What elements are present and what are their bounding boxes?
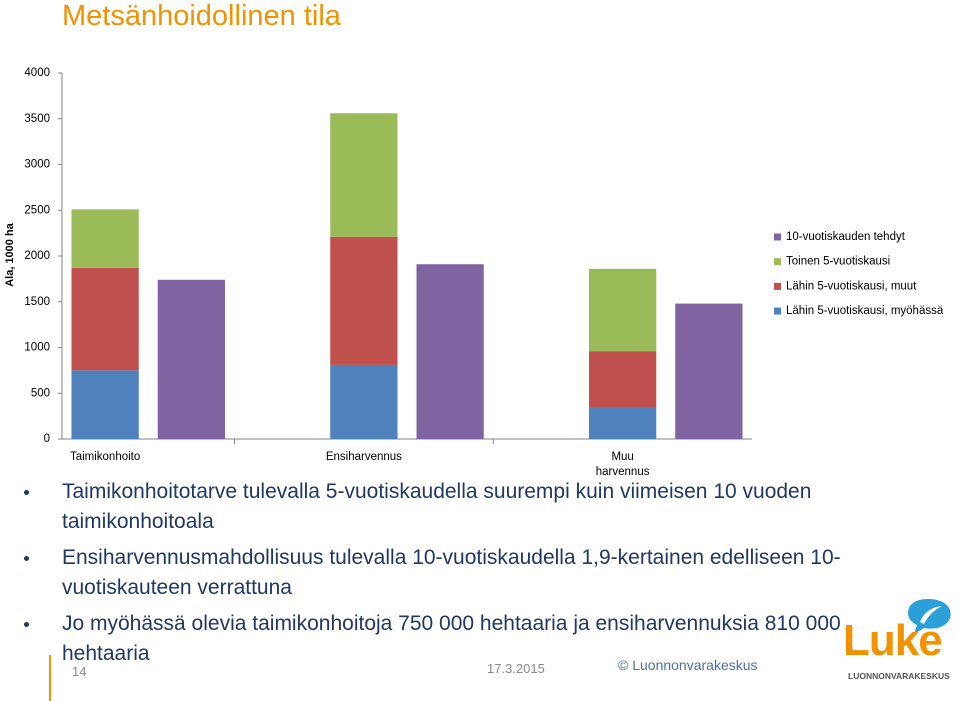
legend-swatch: [774, 258, 781, 266]
logo-name: Luke: [843, 616, 943, 665]
y-tick-label: 500: [31, 387, 50, 399]
bar-segment: [416, 264, 484, 439]
legend-label: Lähin 5-vuotiskausi, myöhässä: [786, 305, 944, 317]
legend-swatch: [774, 307, 781, 315]
logo-subtitle: LUONNONVARAKESKUS: [848, 671, 950, 681]
x-tick-label: Taimikonhoito: [69, 451, 141, 463]
y-tick-label: 1500: [24, 296, 50, 308]
y-tick-label: 0: [44, 433, 50, 445]
bullet: Jo myöhässä olevia taimikonhoitoja 750 0…: [24, 609, 850, 669]
bar-segment: [71, 370, 139, 439]
bullet-list: Taimikonhoitotarve tulevalla 5-vuotiskau…: [24, 477, 850, 675]
slide-title: Metsänhoidollinen tila: [62, 0, 341, 32]
bar-segment: [157, 279, 226, 439]
y-tick-label: 4000: [24, 67, 50, 79]
copyright: © Luonnonvarakeskus: [618, 657, 758, 673]
y-tick-label: 2500: [24, 204, 50, 216]
bar-segment: [330, 236, 398, 365]
x-tick-label: Muu harvennus: [595, 451, 650, 478]
page-number: 14: [72, 664, 87, 679]
bar-segment: [675, 303, 743, 439]
bullet: Ensiharvennusmahdollisuus tulevalla 10-v…: [24, 543, 850, 603]
x-tick-label: Ensiharvennus: [325, 451, 402, 463]
legend-label: 10-vuotiskauden tehdyt: [786, 231, 906, 243]
bar-segment: [330, 113, 398, 237]
footer-line: [49, 655, 51, 701]
y-tick-label: 1000: [24, 342, 50, 354]
bar-segment: [588, 268, 657, 352]
legend-swatch: [774, 233, 781, 241]
legend-label: Toinen 5-vuotiskausi: [786, 256, 890, 268]
date: 17.3.2015: [487, 661, 545, 676]
bullet: Taimikonhoitotarve tulevalla 5-vuotiskau…: [24, 477, 850, 537]
bar-segment: [71, 267, 139, 371]
y-tick-label: 3000: [24, 159, 50, 171]
bar-segment: [588, 407, 657, 439]
legend-swatch: [774, 282, 781, 290]
bar-segment: [71, 209, 139, 268]
y-tick-label: 3500: [24, 113, 50, 125]
legend-label: Lähin 5-vuotiskausi, muut: [786, 280, 917, 292]
bar-segment: [330, 364, 398, 439]
x-tick-label-box: Taimikonhoito: [69, 450, 141, 465]
y-tick-label: 2000: [24, 250, 50, 262]
x-tick-label-box: Ensiharvennus: [325, 450, 402, 465]
x-tick-label-box: Muu harvennus: [587, 450, 659, 480]
bar-segment: [588, 351, 657, 408]
y-axis-label: Ala, 1000 ha: [4, 222, 16, 286]
chart: Ala, 1000 ha 0 500 1000 1500 2000 2500 3000 350…: [4, 67, 944, 445]
logo-icon: [908, 599, 951, 634]
